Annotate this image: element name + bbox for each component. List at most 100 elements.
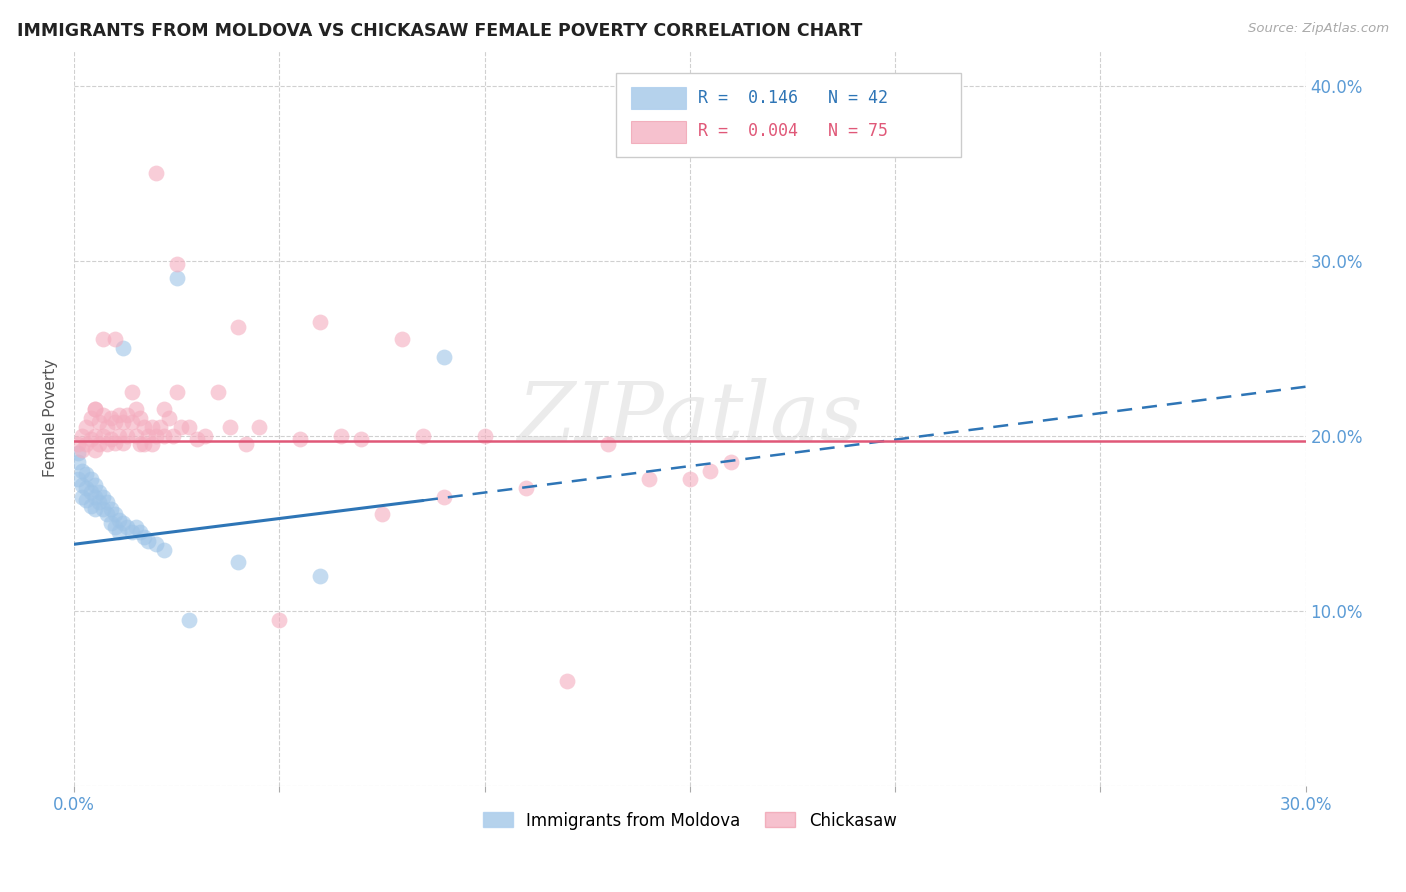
Point [75,437,97,451]
Point [100,411,122,425]
Point [83,502,105,516]
Point [75,467,97,482]
Point [91,428,114,442]
Point [117,428,139,442]
Point [91,408,114,422]
Point [117,408,139,422]
Point [79,473,101,487]
Point [91,333,114,347]
FancyBboxPatch shape [631,87,686,110]
Point [153,402,176,417]
Point [136,428,159,442]
Point [350,432,373,446]
Point [166,271,188,285]
Point [226,555,249,569]
Point [170,420,193,434]
Point [79,484,101,499]
Point [515,481,537,495]
Point [104,415,127,429]
Point [83,442,105,457]
Point [104,435,127,450]
Point [157,411,180,425]
Point [679,473,702,487]
Point [72,477,94,491]
Point [75,481,97,495]
Point [124,428,146,442]
Point [124,402,146,417]
Point [100,502,122,516]
Point [128,411,150,425]
Point [108,524,131,539]
Point [121,415,143,429]
Point [371,508,394,522]
Legend: Immigrants from Moldova, Chickasaw: Immigrants from Moldova, Chickasaw [477,805,904,837]
Point [79,432,101,446]
Point [79,411,101,425]
Point [75,493,97,508]
Point [67,437,90,451]
Point [96,420,118,434]
Point [128,437,150,451]
Point [83,402,105,417]
Point [226,320,249,334]
Point [72,490,94,504]
Point [100,516,122,531]
Point [67,446,90,460]
FancyBboxPatch shape [616,73,960,157]
Point [235,437,257,451]
Point [153,428,176,442]
Point [720,455,742,469]
Point [596,437,619,451]
Point [67,473,90,487]
Point [91,502,114,516]
Point [166,384,188,399]
Text: IMMIGRANTS FROM MOLDOVA VS CHICKASAW FEMALE POVERTY CORRELATION CHART: IMMIGRANTS FROM MOLDOVA VS CHICKASAW FEM… [17,22,862,40]
Point [72,428,94,442]
Point [87,437,110,451]
Point [83,428,105,442]
Point [108,513,131,527]
Point [124,520,146,534]
Point [141,437,163,451]
Point [699,464,721,478]
Point [79,499,101,513]
Point [432,490,454,504]
Point [104,508,127,522]
Point [194,428,217,442]
Point [145,537,167,551]
Point [247,420,270,434]
Point [91,490,114,504]
Point [83,402,105,417]
Point [112,341,135,355]
Point [104,520,127,534]
Point [132,420,155,434]
Point [96,437,118,451]
Point [288,432,311,446]
Point [83,477,105,491]
Point [96,495,118,509]
Point [412,428,434,442]
Point [108,428,131,442]
Point [87,415,110,429]
Point [149,420,172,434]
Point [145,428,167,442]
Point [432,350,454,364]
Point [117,520,139,534]
Point [72,464,94,478]
Point [555,673,578,688]
Point [112,435,135,450]
Point [269,613,291,627]
Point [329,428,352,442]
Point [132,530,155,544]
Point [186,432,208,446]
Point [67,455,90,469]
Point [637,473,659,487]
Point [145,166,167,180]
Point [141,420,163,434]
Point [108,408,131,422]
Point [136,533,159,548]
Text: ZIPatlas: ZIPatlas [517,378,862,458]
Point [128,524,150,539]
Point [219,420,242,434]
Point [75,420,97,434]
